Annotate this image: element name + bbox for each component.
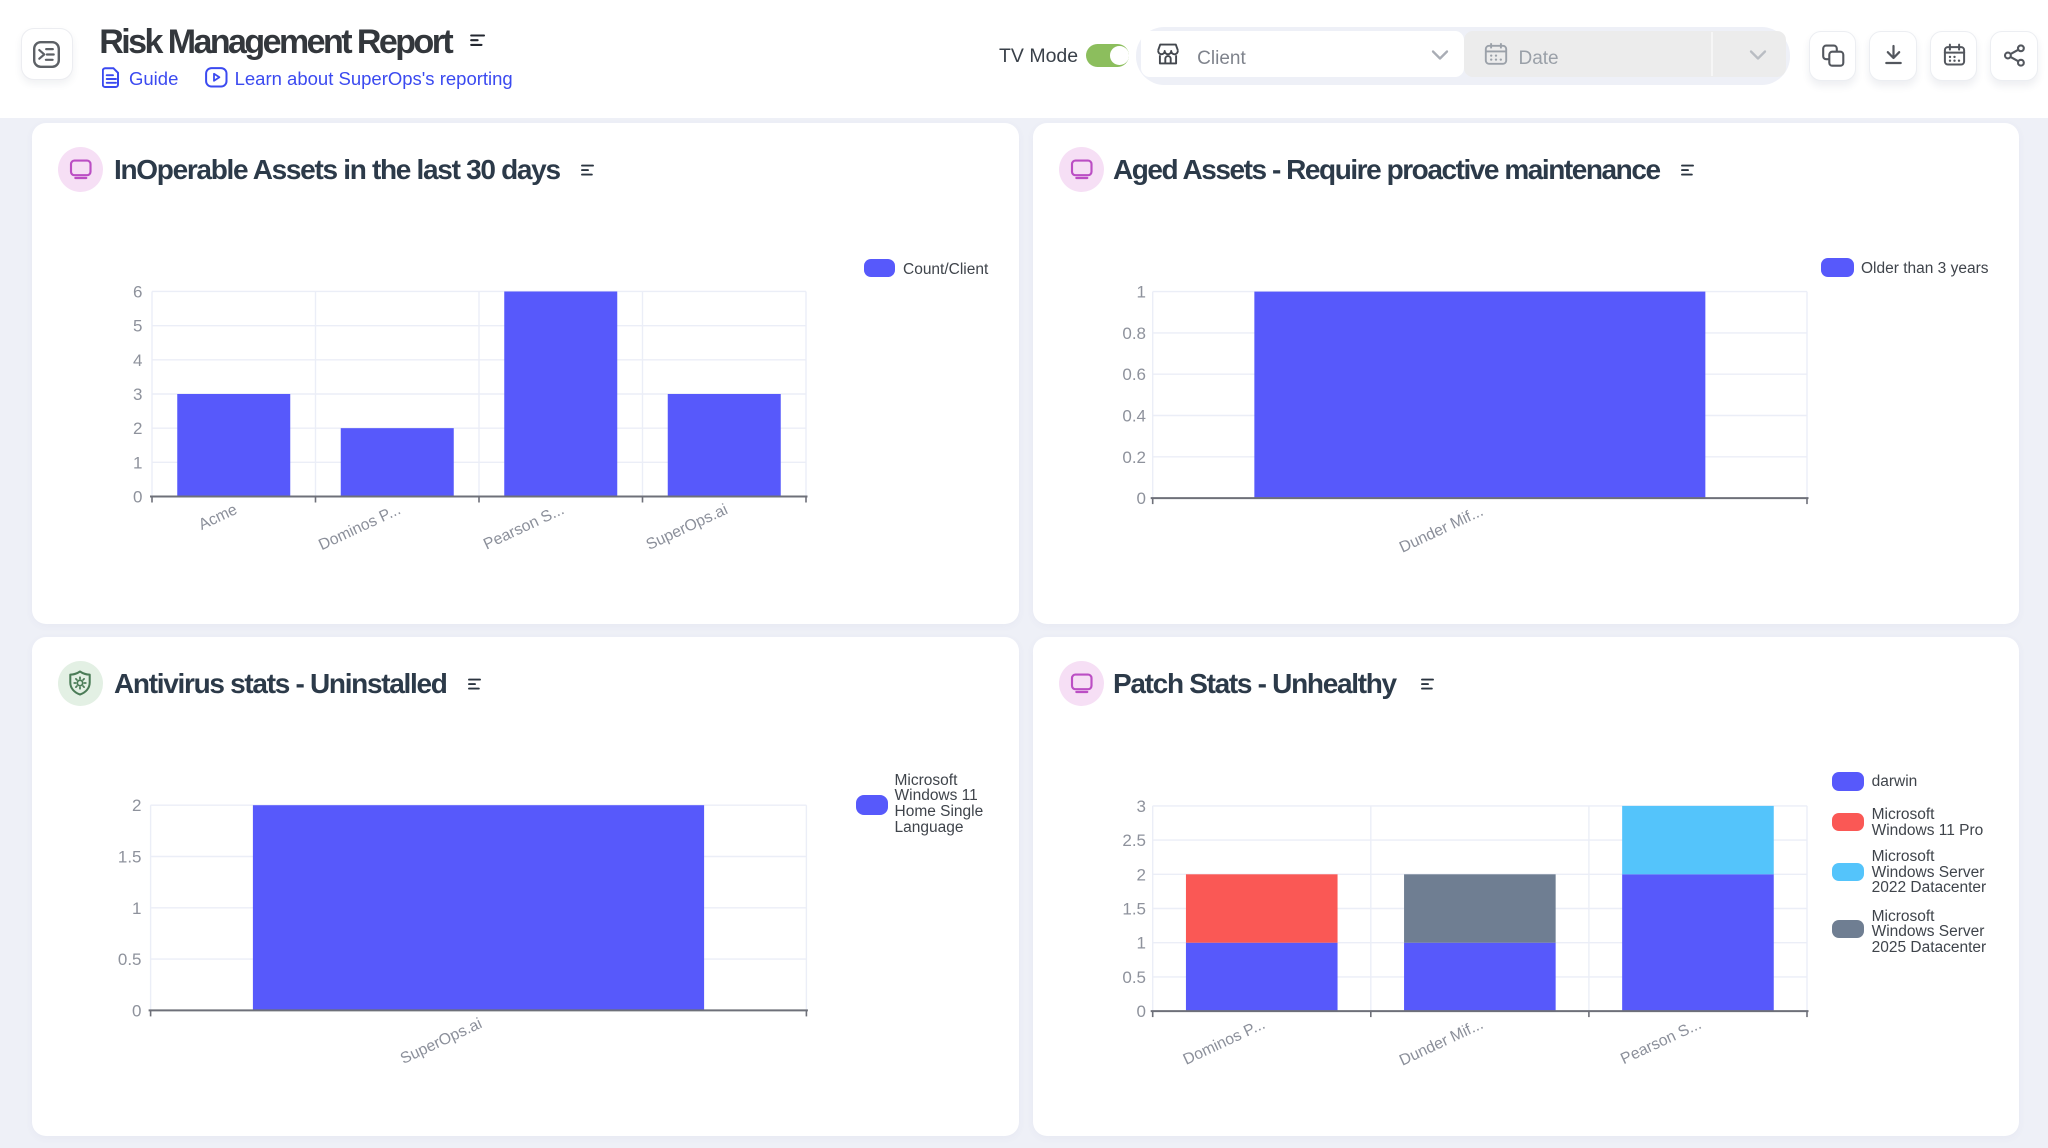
svg-text:2: 2	[1137, 865, 1146, 884]
svg-text:0.2: 0.2	[1122, 447, 1146, 466]
svg-text:0: 0	[1137, 489, 1146, 508]
svg-text:0: 0	[133, 487, 142, 506]
svg-text:1: 1	[1137, 282, 1146, 301]
svg-text:6: 6	[133, 282, 142, 301]
svg-text:0: 0	[132, 1001, 141, 1020]
svg-text:1.5: 1.5	[118, 847, 142, 866]
svg-text:2: 2	[133, 419, 142, 438]
svg-text:0.8: 0.8	[1122, 323, 1146, 342]
svg-text:2: 2	[132, 796, 141, 815]
svg-text:1: 1	[132, 898, 141, 917]
svg-text:Acme: Acme	[196, 501, 240, 534]
svg-text:Pearson S...: Pearson S...	[481, 501, 567, 553]
svg-text:0.5: 0.5	[1122, 967, 1146, 986]
svg-text:SuperOps.ai: SuperOps.ai	[398, 1015, 485, 1068]
svg-text:SuperOps.ai: SuperOps.ai	[644, 501, 731, 554]
svg-text:Pearson S...: Pearson S...	[1618, 1015, 1704, 1067]
svg-text:Dunder Mif...: Dunder Mif...	[1397, 1015, 1486, 1069]
svg-text:Dominos P...: Dominos P...	[316, 501, 403, 554]
svg-text:0.6: 0.6	[1122, 365, 1146, 384]
svg-text:2.5: 2.5	[1122, 831, 1146, 850]
svg-text:3: 3	[133, 384, 142, 403]
svg-text:1.5: 1.5	[1122, 899, 1146, 918]
svg-text:1: 1	[133, 453, 142, 472]
svg-text:Dunder Mif...: Dunder Mif...	[1397, 502, 1486, 556]
svg-text:0.5: 0.5	[118, 950, 142, 969]
svg-text:1: 1	[1137, 933, 1146, 952]
svg-text:0.4: 0.4	[1122, 406, 1146, 425]
svg-text:4: 4	[133, 350, 142, 369]
svg-text:0: 0	[1137, 1002, 1146, 1021]
svg-text:3: 3	[1137, 796, 1146, 815]
svg-text:Dominos P...: Dominos P...	[1181, 1015, 1268, 1068]
svg-text:5: 5	[133, 316, 142, 335]
